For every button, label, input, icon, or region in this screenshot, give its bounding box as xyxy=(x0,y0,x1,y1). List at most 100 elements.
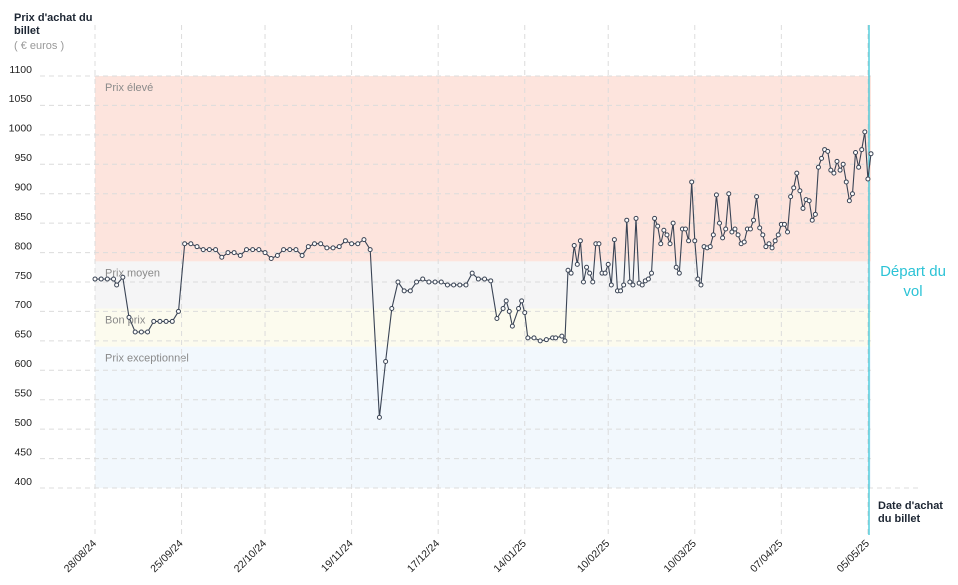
price-point xyxy=(383,358,389,364)
price-point xyxy=(741,239,747,245)
price-point xyxy=(281,247,287,253)
price-point xyxy=(692,238,698,244)
price-point xyxy=(670,220,676,226)
price-point xyxy=(766,241,772,247)
price-point xyxy=(788,194,794,200)
price-zone xyxy=(95,346,871,488)
price-point xyxy=(865,176,871,182)
price-point xyxy=(726,191,732,197)
price-point xyxy=(268,255,274,261)
price-point xyxy=(225,250,231,256)
price-point xyxy=(553,335,559,341)
price-point xyxy=(732,226,738,232)
x-tick-label: 10/02/25 xyxy=(575,537,612,574)
y-tick-label: 550 xyxy=(14,387,32,399)
price-point xyxy=(794,170,800,176)
price-point xyxy=(469,270,475,276)
y-tick-label: 1050 xyxy=(9,93,33,105)
price-point xyxy=(336,244,342,250)
price-point xyxy=(414,279,420,285)
price-point xyxy=(506,308,512,314)
price-point xyxy=(420,276,426,282)
price-point xyxy=(630,282,636,288)
price-point xyxy=(710,232,716,238)
price-point xyxy=(791,185,797,191)
price-point xyxy=(219,254,225,260)
price-point xyxy=(318,241,324,247)
price-point xyxy=(624,217,630,223)
y-tick-label: 1000 xyxy=(9,123,33,135)
x-tick-label: 05/05/25 xyxy=(835,537,872,574)
price-point xyxy=(92,276,98,282)
y-axis-title: Prix d'achat du billet xyxy=(14,12,93,37)
price-point xyxy=(355,241,361,247)
zone-label: Bon prix xyxy=(105,314,146,326)
price-point xyxy=(754,194,760,200)
price-point xyxy=(775,232,781,238)
price-point xyxy=(806,198,812,204)
price-point xyxy=(342,238,348,244)
x-tick-label: 10/03/25 xyxy=(661,537,698,574)
price-point xyxy=(713,192,719,198)
y-tick-label: 950 xyxy=(14,152,32,164)
price-point xyxy=(376,414,382,420)
price-point xyxy=(432,279,438,285)
price-point xyxy=(639,282,645,288)
price-point xyxy=(590,279,596,285)
price-point xyxy=(138,329,144,335)
price-point xyxy=(580,279,586,285)
price-point xyxy=(243,247,249,253)
price-point xyxy=(809,217,815,223)
price-point xyxy=(274,253,280,259)
price-point xyxy=(395,279,401,285)
x-tick-label: 28/08/24 xyxy=(62,537,99,574)
departure-label: Départ du vol xyxy=(880,263,946,300)
price-point xyxy=(843,179,849,185)
price-point xyxy=(846,198,852,204)
y-tick-label: 850 xyxy=(14,211,32,223)
price-point xyxy=(661,227,667,233)
price-point xyxy=(482,276,488,282)
price-point xyxy=(299,253,305,259)
price-point xyxy=(188,241,194,247)
price-point xyxy=(633,215,639,221)
price-point xyxy=(145,329,151,335)
price-point xyxy=(828,167,834,173)
price-point xyxy=(747,226,753,232)
price-point xyxy=(169,318,175,324)
price-point xyxy=(509,323,515,329)
price-point xyxy=(868,151,874,157)
price-point xyxy=(503,298,509,304)
zone-label: Prix exceptionnel xyxy=(105,353,189,365)
x-tick-label: 25/09/24 xyxy=(148,537,185,574)
price-point xyxy=(667,241,673,247)
price-point xyxy=(451,282,457,288)
price-point xyxy=(819,155,825,161)
price-point xyxy=(608,282,614,288)
x-tick-label: 19/11/24 xyxy=(319,537,356,574)
price-point xyxy=(596,241,602,247)
price-point xyxy=(262,250,268,256)
price-point xyxy=(584,264,590,270)
y-tick-label: 400 xyxy=(14,476,32,488)
price-point xyxy=(757,225,763,231)
price-point xyxy=(213,247,219,253)
price-point xyxy=(531,335,537,341)
price-point xyxy=(605,261,611,267)
price-point xyxy=(658,241,664,247)
price-point xyxy=(463,282,469,288)
price-point xyxy=(565,267,571,273)
price-point xyxy=(574,261,580,267)
price-point xyxy=(305,244,311,250)
price-point xyxy=(537,338,543,344)
price-point xyxy=(856,164,862,170)
price-point xyxy=(611,237,617,243)
price-point xyxy=(182,241,188,247)
price-point xyxy=(231,250,237,256)
price-point xyxy=(194,244,200,250)
price-point xyxy=(760,232,766,238)
y-tick-label: 750 xyxy=(14,270,32,282)
price-point xyxy=(157,318,163,324)
price-point xyxy=(206,247,212,253)
